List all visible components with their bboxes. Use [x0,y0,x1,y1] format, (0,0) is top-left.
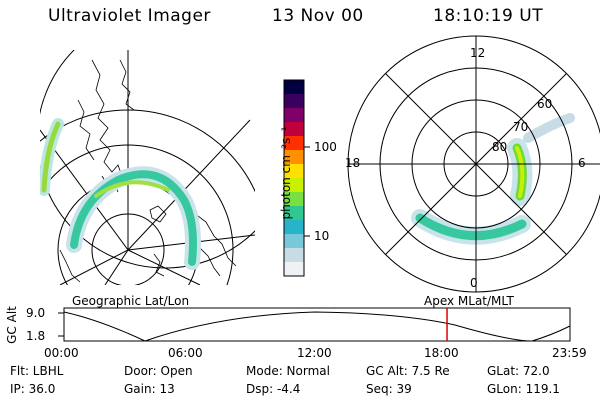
mlt-label-0: 0 [470,276,478,290]
timeline-frame [63,307,571,342]
timeline-ytick-1.8: 1.8 [26,329,46,343]
colorbar-segment [284,206,304,221]
colorbar-segment [284,192,304,207]
meridian-line [127,119,251,251]
timeline-xtick-1800: 18:00 [424,346,459,360]
polar-panel-label: Apex MLat/MLT [424,294,514,308]
mlt-label-6: 6 [578,156,586,170]
meridian-line [127,249,201,285]
filter-readout: Flt: LBHL [10,364,64,378]
colorbar-segment [284,248,304,263]
gain-readout: Gain: 13 [124,382,175,396]
timeline-xtick-2359: 23:59 [552,346,587,360]
ip-readout: IP: 36.0 [10,382,56,396]
glat-readout: GLat: 72.0 [487,364,550,378]
colorbar-segment [284,178,304,193]
color-scale-bar [284,80,304,277]
glon-readout: GLon: 119.1 [487,382,560,396]
colorbar-segment [284,262,304,277]
altitude-curve [63,311,571,342]
colorbar-tick-10: 10 [314,229,330,243]
mlat-label-70: 70 [513,120,529,134]
dsp-readout: Dsp: -4.4 [246,382,301,396]
time-label: 18:10:19 UT [433,6,544,26]
door-readout: Door: Open [124,364,193,378]
mlt-label-18: 18 [345,156,361,170]
aurora-polar [411,113,575,245]
aurora-geo [40,118,201,270]
timeline-xtick-1200: 12:00 [297,346,332,360]
geo-panel-label: Geographic Lat/Lon [72,294,190,308]
mode-readout: Mode: Normal [246,364,330,378]
colorbar-segment [284,94,304,109]
altitude-timeline [58,307,571,342]
colorbar-segment [284,164,304,179]
meridian-line [104,249,129,285]
timeline-ytick-9: 9.0 [26,306,46,320]
colorbar-segment [284,122,304,137]
polar-grid [347,35,600,293]
seq-readout: Seq: 39 [366,382,412,396]
colorbar-segment [284,150,304,165]
colorbar-tick-100: 100 [314,140,337,154]
colorbar-segment [284,136,304,151]
gc-alt-readout: GC Alt: 7.5 Re [366,364,450,378]
timeline-ylabel: GC Alt [5,306,19,344]
meridian-line [59,249,129,285]
colorbar-segment [284,234,304,249]
mlat-label-80: 80 [492,140,508,154]
colorbar-segment [284,80,304,95]
instrument-title: Ultraviolet Imager [48,6,211,26]
timeline-xtick-0600: 06:00 [168,346,203,360]
lat-circle [40,109,255,285]
colorbar-segment [284,108,304,123]
mlt-label-12: 12 [470,46,486,60]
timeline-xtick-0000: 00:00 [44,346,79,360]
colorbar-segment [284,220,304,235]
colorbar-unit-label: photon cm⁻²s⁻¹ [279,126,293,220]
date-label: 13 Nov 00 [272,6,364,26]
mlat-label-60: 60 [537,97,553,111]
